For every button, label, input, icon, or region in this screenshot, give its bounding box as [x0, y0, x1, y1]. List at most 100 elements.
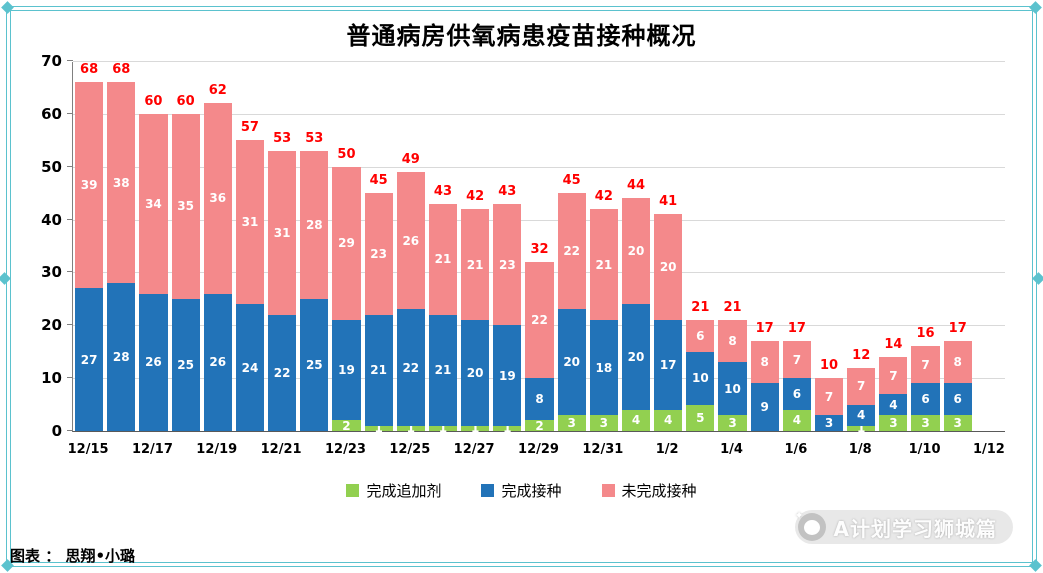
gridline — [73, 113, 1005, 115]
bar-value-label: 21 — [434, 252, 452, 267]
bar-column: 1 19 23 43 — [491, 62, 523, 436]
bar-total-label: 42 — [594, 189, 613, 204]
sparkle-icon: ✦ — [794, 509, 804, 522]
bar-total-label: 42 — [466, 189, 485, 204]
bar-value-label: 1 — [503, 421, 512, 436]
bar-column: 22 31 53 — [266, 62, 298, 431]
bar-total-label: 21 — [723, 300, 742, 315]
bar-segment-booster_completed: 3 — [879, 415, 908, 431]
bar-segment-not_fully_vaccinated: 28 — [300, 150, 329, 299]
bar-value-label: 25 — [177, 357, 194, 372]
bar-value-label: 19 — [498, 368, 516, 383]
bar-segment-fully_vaccinated: 22 — [268, 314, 297, 431]
y-tick-label: 0 — [51, 422, 62, 440]
bar-value-label: 34 — [145, 196, 162, 211]
legend-swatch-green — [346, 484, 360, 497]
bar-value-label: 1 — [406, 421, 415, 436]
bar-value-label: 4 — [889, 397, 898, 412]
bar-value-label: 31 — [273, 225, 291, 240]
x-tick-label: 12/17 — [131, 442, 173, 457]
bar-segment-fully_vaccinated: 21 — [364, 314, 393, 426]
x-tick-label: 1/8 — [848, 442, 872, 457]
y-tick-label: 20 — [41, 316, 62, 335]
bar-column: 3 10 8 21 — [716, 62, 748, 431]
bar-segment-booster_completed: 2 — [525, 420, 554, 432]
x-tick-label: 12/25 — [389, 442, 431, 457]
bar-column: 1 20 21 42 — [459, 62, 491, 434]
bar-total-label: 21 — [691, 300, 710, 315]
bar-column: 4 20 20 44 — [620, 62, 652, 431]
bar-value-label: 20 — [627, 244, 645, 259]
bar-segment-not_fully_vaccinated: 39 — [75, 82, 104, 289]
bar-column — [974, 62, 1006, 431]
bar-value-label: 28 — [305, 217, 323, 232]
bar-total-label: 32 — [530, 241, 549, 257]
bar-value-label: 20 — [627, 350, 645, 364]
bar-segment-fully_vaccinated: 18 — [589, 320, 618, 416]
bar-total-label: 43 — [433, 183, 453, 199]
x-axis: 12/15 12/17 12/19 12/21 12/23 12/25 12/27 12/29… — [68, 442, 1005, 464]
bar-segment-fully_vaccinated: 28 — [107, 283, 136, 431]
bar-segment-booster_completed: 4 — [654, 409, 683, 431]
bar-value-label: 3 — [889, 416, 898, 431]
bar-column: 28 38 68 — [105, 62, 137, 431]
bar-value-label: 8 — [535, 392, 544, 407]
bar-column: 2 8 22 32 — [523, 62, 555, 432]
legend-swatch-blue — [481, 484, 495, 497]
y-tick-label: 50 — [41, 157, 62, 176]
bar-value-label: 1 — [374, 421, 383, 436]
bar-segment-booster_completed: 1 — [461, 422, 490, 434]
bar-value-label: 24 — [241, 360, 259, 375]
bar-value-label: 8 — [760, 355, 769, 370]
bar-value-label: 2 — [342, 418, 351, 433]
x-tick-label: 1/10 — [908, 442, 941, 457]
bar-column: 9 8 17 — [749, 62, 781, 431]
bar-segment-not_fully_vaccinated: 7 — [847, 367, 876, 405]
bar-segment-not_fully_vaccinated: 26 — [396, 172, 425, 310]
bar-value-label: 22 — [531, 313, 548, 328]
bar-column: 4 6 7 17 — [781, 62, 813, 431]
bar-total-label: 60 — [144, 93, 163, 109]
bar-value-label: 7 — [857, 379, 866, 394]
bar-segment-fully_vaccinated: 20 — [461, 320, 490, 426]
bar-value-label: 3 — [953, 416, 962, 431]
bar-column: 3 7 10 — [813, 62, 845, 431]
bar-segment-not_fully_vaccinated: 23 — [364, 193, 393, 315]
x-tick-label: 12/15 — [67, 442, 109, 457]
x-tick-label: 12/19 — [196, 442, 238, 457]
bar-total-label: 12 — [852, 347, 871, 363]
bar-total-label: 16 — [916, 326, 935, 342]
bar-segment-booster_completed: 3 — [589, 415, 618, 431]
bar-segment-not_fully_vaccinated: 31 — [235, 140, 265, 305]
bar-value-label: 7 — [921, 357, 930, 372]
frame-border-inner — [10, 10, 1033, 563]
bar-segment-fully_vaccinated: 10 — [686, 351, 715, 405]
bar-total-label: 53 — [273, 130, 292, 146]
bar-segment-booster_completed: 1 — [396, 422, 425, 434]
y-tick-mark — [67, 324, 73, 326]
y-tick-mark — [67, 60, 73, 61]
bar-value-label: 39 — [80, 178, 98, 193]
y-tick-mark — [67, 271, 73, 273]
bar-value-label: 26 — [402, 233, 420, 248]
x-tick-label: 12/31 — [582, 442, 624, 457]
legend-label: 完成接种 — [501, 482, 562, 500]
bar-column: 2 19 29 50 — [330, 62, 362, 433]
bar-segment-booster_completed: 3 — [718, 415, 747, 431]
bar-value-label: 38 — [112, 175, 130, 190]
bar-segment-not_fully_vaccinated: 38 — [107, 82, 136, 283]
bar-total-label: 53 — [305, 130, 324, 146]
bar-value-label: 26 — [145, 355, 162, 370]
bar-total-label: 10 — [819, 358, 839, 374]
x-tick-label: 1/12 — [972, 442, 1005, 457]
bar-segment-fully_vaccinated: 26 — [203, 293, 232, 431]
y-tick-label: 60 — [41, 104, 62, 123]
gridline — [73, 166, 1005, 168]
legend-swatch-pink — [601, 484, 615, 497]
bar-value-label: 3 — [567, 416, 576, 431]
bar-segment-fully_vaccinated: 10 — [718, 362, 747, 416]
bar-value-label: 22 — [563, 244, 581, 259]
chart-title: 普通病房供氧病患疫苗接种概况 — [346, 22, 697, 50]
bar-segment-fully_vaccinated: 19 — [332, 320, 361, 421]
legend-label: 完成追加剂 — [366, 482, 442, 500]
